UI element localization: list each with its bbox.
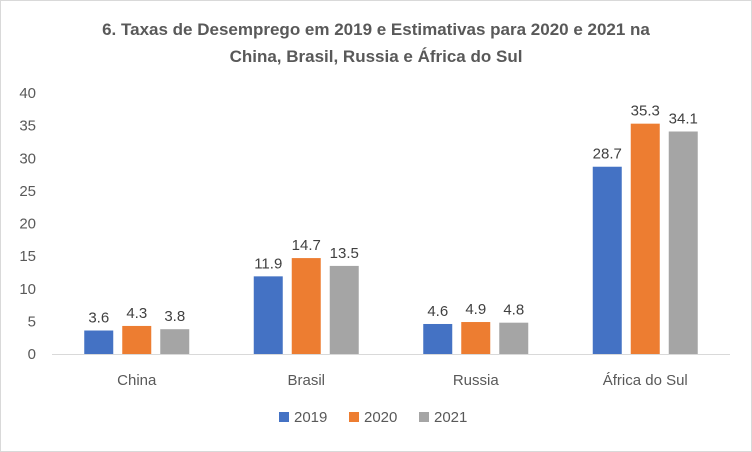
data-label: 35.3 (631, 103, 660, 120)
x-category-label: África do Sul (603, 372, 688, 389)
y-tick-label: 35 (19, 118, 36, 135)
x-category-label: Brasil (287, 372, 325, 389)
bar-2021-russia (499, 322, 529, 354)
legend-swatch-2020 (349, 412, 359, 422)
y-tick-label: 20 (19, 216, 36, 233)
y-tick-label: 40 (19, 85, 36, 102)
bar-2019-brasil (253, 276, 283, 354)
y-tick-label: 25 (19, 183, 36, 200)
y-tick-label: 15 (19, 248, 36, 265)
data-label: 4.8 (503, 302, 524, 319)
y-tick-label: 0 (28, 346, 36, 363)
legend-swatch-2021 (419, 412, 429, 422)
bar-2020-áfrica-do-sul (630, 123, 660, 354)
chart-title-line-1: 6. Taxas de Desemprego em 2019 e Estimat… (102, 20, 650, 39)
data-label: 13.5 (330, 245, 359, 262)
legend-label-2019: 2019 (294, 409, 327, 426)
bar-2020-china (122, 325, 152, 354)
bar-2019-áfrica-do-sul (592, 166, 622, 354)
data-label: 11.9 (254, 255, 282, 272)
legend-swatch-2019 (279, 412, 289, 422)
data-label: 4.6 (427, 303, 448, 320)
data-label: 14.7 (292, 237, 321, 254)
data-label: 34.1 (669, 110, 698, 127)
data-label: 3.8 (164, 308, 185, 325)
bar-2021-brasil (329, 265, 359, 354)
data-label: 28.7 (593, 146, 622, 163)
x-category-label: China (117, 372, 157, 389)
chart-title-line-2: China, Brasil, Russia e África do Sul (230, 47, 523, 66)
data-label: 4.9 (465, 301, 486, 318)
y-tick-label: 30 (19, 150, 36, 167)
data-label: 3.6 (88, 310, 109, 327)
y-tick-label: 5 (28, 313, 36, 330)
bar-2021-china (160, 329, 190, 354)
legend-label-2021: 2021 (434, 409, 467, 426)
data-label: 4.3 (126, 305, 147, 322)
bar-2021-áfrica-do-sul (668, 131, 698, 354)
bar-2020-russia (461, 322, 491, 354)
bar-2019-russia (423, 323, 453, 354)
y-tick-label: 10 (19, 281, 36, 298)
x-category-label: Russia (453, 372, 500, 389)
legend-label-2020: 2020 (364, 409, 397, 426)
bar-2019-china (84, 330, 114, 354)
bar-2020-brasil (291, 258, 321, 354)
